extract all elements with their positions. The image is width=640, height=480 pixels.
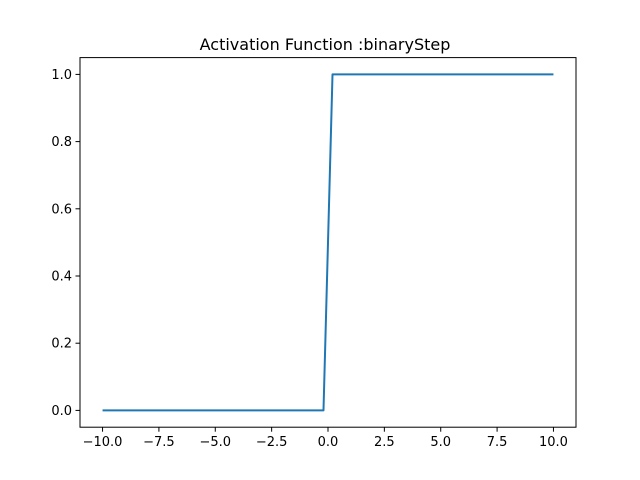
axes-frame xyxy=(79,57,577,428)
x-tick-label: 0.0 xyxy=(318,435,339,450)
x-tick-label: −10.0 xyxy=(83,435,123,450)
plot-area xyxy=(102,73,554,412)
x-tick-label: 10.0 xyxy=(539,435,568,450)
y-tick-label: 0.8 xyxy=(51,135,72,150)
series-line-0 xyxy=(102,73,554,412)
y-tick-label: 0.2 xyxy=(51,337,72,352)
x-axis: −10.0 −7.5 −5.0 −2.5 0.0 2.5 5.0 7.5 10.0 xyxy=(83,427,568,450)
y-tick-label: 0.0 xyxy=(51,404,72,419)
x-tick-label: −7.5 xyxy=(143,435,175,450)
x-tick-label: 7.5 xyxy=(487,435,508,450)
y-tick-label: 0.6 xyxy=(51,202,72,217)
x-tick-label: −2.5 xyxy=(256,435,288,450)
x-tick-label: −5.0 xyxy=(199,435,231,450)
y-tick-label: 0.4 xyxy=(51,270,72,285)
x-tick-label: 2.5 xyxy=(374,435,395,450)
y-tick-label: 1.0 xyxy=(51,68,72,83)
y-axis: 0.0 0.2 0.4 0.6 0.8 1.0 xyxy=(51,68,80,419)
chart-title: Activation Function :binaryStep xyxy=(200,35,451,54)
x-tick-label: 5.0 xyxy=(430,435,451,450)
